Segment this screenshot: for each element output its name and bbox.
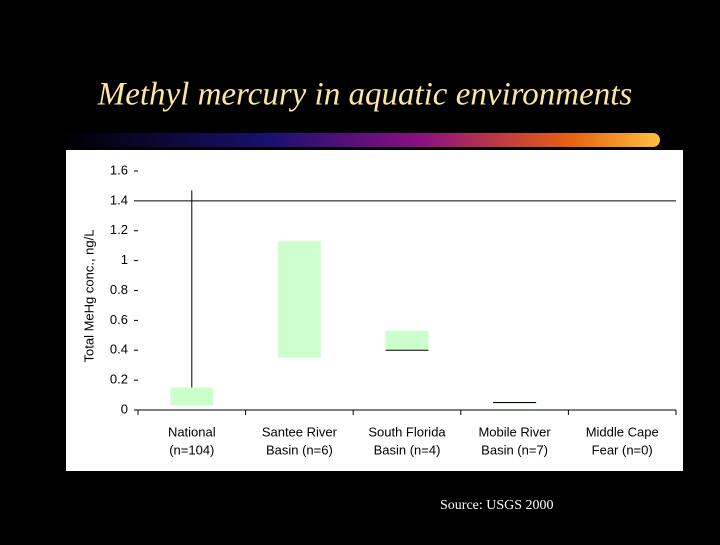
- title-underline: [60, 133, 660, 147]
- range-bar: [170, 387, 214, 406]
- x-tick-label: Mobile River: [478, 424, 551, 439]
- range-bar: [277, 241, 321, 358]
- x-tick-label: South Florida: [368, 424, 446, 439]
- source: Source: USGS 2000: [440, 498, 554, 513]
- y-tick-label: 0.8: [110, 282, 128, 297]
- x-tick-label: Basin (n=6): [266, 442, 333, 457]
- y-tick-label: 1.4: [110, 192, 128, 207]
- x-tick-label: (n=104): [169, 442, 214, 457]
- y-tick-label: 0.4: [110, 342, 128, 357]
- y-tick-label: 1: [121, 252, 128, 267]
- y-tick-label: 1.6: [110, 162, 128, 177]
- x-tick-label: Basin (n=4): [374, 442, 441, 457]
- y-tick-label: 1.2: [110, 222, 128, 237]
- x-tick-label: Santee River: [262, 424, 338, 439]
- y-tick-label: 0: [121, 401, 128, 416]
- y-tick-label: 0.6: [110, 312, 128, 327]
- chart-panel: [66, 150, 683, 471]
- slide-title: Methyl mercury in aquatic environments: [97, 77, 633, 113]
- x-tick-label: National: [168, 424, 216, 439]
- x-tick-label: Middle Cape: [586, 424, 659, 439]
- x-tick-label: Basin (n=7): [481, 442, 548, 457]
- range-bar: [385, 330, 429, 351]
- y-tick-label: 0.2: [110, 372, 128, 387]
- range-bar: [493, 402, 537, 405]
- x-tick-label: Fear (n=0): [592, 442, 653, 457]
- y-axis-title: Total MeHg conc., ng/L: [81, 230, 96, 363]
